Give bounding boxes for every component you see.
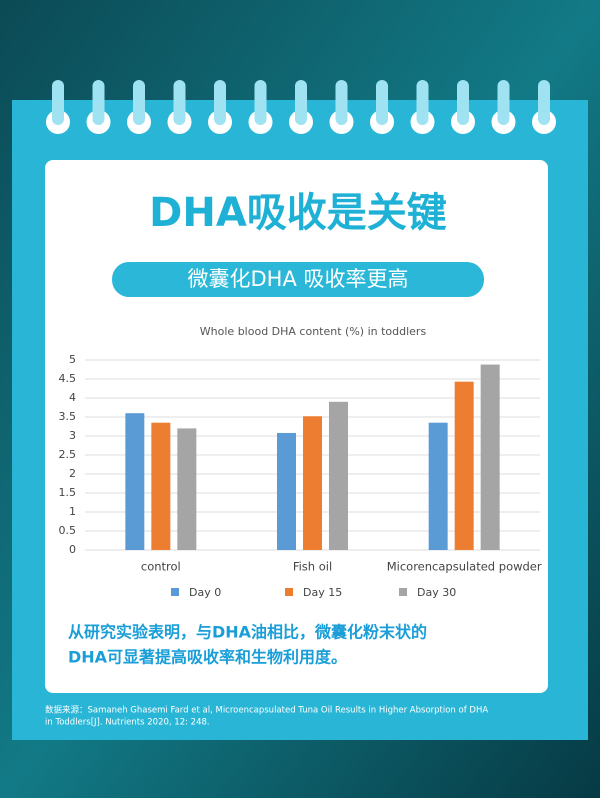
y-tick-label: 0 [69, 543, 76, 556]
ring [133, 80, 145, 125]
ring [173, 80, 186, 125]
y-tick-label: 2.5 [59, 448, 77, 461]
ring [335, 80, 348, 125]
y-tick-label: 3 [69, 429, 76, 442]
x-tick-label: control [141, 560, 181, 574]
ring [295, 80, 307, 125]
y-tick-label: 1.5 [59, 486, 77, 499]
title: DHA吸收是关键 [149, 190, 447, 236]
y-tick-label: 1 [69, 505, 76, 518]
ring [376, 80, 388, 125]
bar [277, 432, 296, 550]
x-tick-label: Fish oil [293, 560, 332, 574]
ring [457, 80, 469, 125]
y-tick-label: 4 [69, 391, 76, 404]
bar [151, 422, 171, 550]
legend-label: Day 0 [189, 586, 221, 599]
legend-swatch [285, 588, 293, 596]
y-tick-label: 2 [69, 467, 76, 480]
body-text: DHA可显著提高吸收率和生物利用度。 [68, 648, 347, 667]
y-tick-label: 3.5 [59, 410, 77, 423]
subtitle: 微囊化DHA 吸收率更高 [187, 267, 408, 291]
bar [480, 364, 500, 550]
ring [92, 80, 105, 125]
chart-title: Whole blood DHA content (%) in toddlers [200, 325, 427, 338]
legend-label: Day 15 [303, 586, 342, 599]
legend-label: Day 30 [417, 586, 456, 599]
bar [177, 428, 197, 550]
ring [254, 80, 267, 125]
ring [538, 80, 550, 125]
citation: in Toddlers[J]. Nutrients 2020, 12: 248. [45, 718, 210, 728]
subtitle-pill [112, 262, 484, 297]
citation: 数据来源：Samaneh Ghasemi Fard et al, Microen… [45, 705, 488, 716]
ring [416, 80, 429, 125]
chart: 0 0.5 1 1.5 2 2.5 3 3.5 4 4.5 5 control Fish oil Mico… [59, 353, 542, 599]
y-tick-label: 0.5 [59, 524, 77, 537]
ring [214, 80, 226, 125]
y-tick-label: 4.5 [59, 372, 77, 385]
rings [46, 80, 556, 134]
ring [52, 80, 64, 125]
legend-swatch [171, 588, 179, 596]
x-tick-label: Micorencapsulated powder [387, 560, 542, 574]
bar [454, 381, 474, 550]
y-tick-label: 5 [69, 353, 76, 366]
bar [428, 422, 448, 550]
bar [329, 401, 348, 550]
bar [303, 416, 322, 550]
ring [497, 80, 510, 125]
legend-swatch [399, 588, 407, 596]
body-text: 从研究实验表明，与DHA油相比，微囊化粉末状的 [68, 623, 427, 642]
bar [125, 413, 145, 550]
